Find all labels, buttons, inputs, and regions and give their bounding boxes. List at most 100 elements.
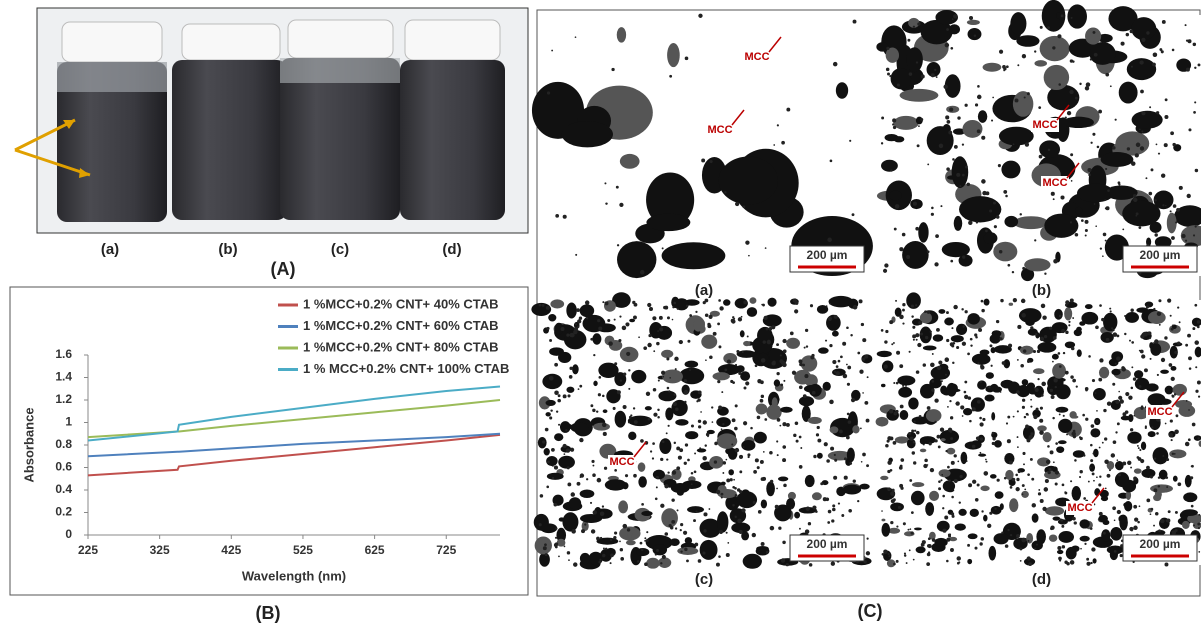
particle bbox=[1052, 363, 1066, 379]
particle bbox=[1085, 27, 1101, 44]
speck bbox=[940, 428, 944, 432]
speck bbox=[1073, 435, 1076, 438]
speck bbox=[967, 352, 970, 355]
speck bbox=[1093, 480, 1095, 482]
speck bbox=[579, 385, 582, 388]
speck bbox=[1194, 340, 1198, 344]
speck bbox=[734, 427, 738, 431]
speck bbox=[1120, 399, 1124, 403]
speck bbox=[917, 144, 920, 147]
speck bbox=[1074, 521, 1077, 524]
speck bbox=[1169, 433, 1173, 437]
particle bbox=[949, 384, 958, 394]
speck bbox=[593, 510, 597, 514]
speck bbox=[619, 541, 621, 543]
particle bbox=[662, 370, 683, 384]
speck bbox=[1021, 299, 1026, 304]
speck bbox=[831, 562, 835, 566]
speck bbox=[1074, 459, 1077, 462]
particle bbox=[615, 411, 627, 428]
speck bbox=[1153, 308, 1155, 310]
speck bbox=[763, 340, 766, 343]
speck bbox=[1103, 409, 1106, 412]
speck bbox=[1070, 298, 1074, 302]
particle bbox=[1001, 161, 1020, 179]
speck bbox=[1079, 83, 1081, 85]
speck bbox=[1170, 419, 1173, 422]
speck bbox=[1195, 366, 1197, 368]
speck bbox=[1053, 378, 1057, 382]
speck bbox=[1020, 548, 1023, 551]
speck bbox=[723, 461, 727, 465]
speck bbox=[977, 400, 981, 404]
speck bbox=[694, 470, 697, 473]
speck bbox=[761, 542, 765, 546]
speck bbox=[738, 317, 742, 321]
speck bbox=[742, 351, 744, 353]
speck bbox=[668, 390, 670, 392]
particle bbox=[1127, 432, 1141, 444]
particle bbox=[1009, 498, 1018, 512]
speck bbox=[682, 547, 684, 549]
speck bbox=[666, 458, 668, 460]
speck bbox=[557, 399, 561, 403]
speck bbox=[689, 369, 691, 371]
speck bbox=[1024, 416, 1026, 418]
particle bbox=[1034, 60, 1047, 66]
speck bbox=[806, 506, 810, 510]
speck bbox=[608, 341, 613, 346]
speck bbox=[1085, 418, 1088, 421]
speck bbox=[1069, 90, 1073, 94]
speck bbox=[691, 483, 693, 485]
speck bbox=[902, 385, 904, 387]
speck bbox=[726, 532, 728, 534]
speck bbox=[1099, 476, 1101, 478]
speck bbox=[799, 436, 802, 439]
speck bbox=[580, 473, 584, 477]
speck bbox=[1195, 169, 1198, 172]
speck bbox=[667, 387, 670, 390]
speck bbox=[1049, 134, 1051, 136]
speck bbox=[957, 562, 960, 565]
speck bbox=[758, 510, 762, 514]
speck bbox=[733, 479, 735, 481]
speck bbox=[664, 484, 668, 488]
particle bbox=[994, 533, 1009, 544]
speck bbox=[1127, 461, 1131, 465]
speck bbox=[676, 466, 680, 470]
speck bbox=[1164, 115, 1168, 119]
speck bbox=[1139, 60, 1143, 64]
particle bbox=[786, 338, 800, 349]
speck bbox=[547, 91, 550, 94]
particle bbox=[902, 241, 929, 269]
speck bbox=[1133, 415, 1135, 417]
particle bbox=[697, 448, 707, 452]
speck bbox=[739, 530, 743, 534]
speck bbox=[1154, 457, 1156, 459]
speck bbox=[1060, 518, 1062, 520]
speck bbox=[920, 332, 923, 335]
speck bbox=[1010, 486, 1013, 489]
speck bbox=[764, 418, 767, 421]
speck bbox=[980, 437, 983, 440]
speck bbox=[1099, 304, 1102, 307]
speck bbox=[1141, 38, 1145, 42]
speck bbox=[1161, 358, 1165, 362]
speck bbox=[760, 399, 764, 403]
speck bbox=[934, 421, 936, 423]
speck bbox=[648, 334, 651, 337]
speck bbox=[991, 365, 993, 367]
speck bbox=[1166, 476, 1169, 479]
speck bbox=[975, 498, 979, 502]
speck bbox=[1154, 199, 1156, 201]
particle bbox=[743, 341, 750, 346]
speck bbox=[717, 380, 720, 383]
speck bbox=[804, 374, 808, 378]
particle bbox=[1089, 42, 1115, 65]
speck bbox=[839, 430, 843, 434]
speck bbox=[726, 478, 730, 482]
speck bbox=[679, 448, 683, 452]
speck bbox=[791, 508, 793, 510]
particle bbox=[1016, 35, 1039, 47]
speck bbox=[1189, 367, 1192, 370]
